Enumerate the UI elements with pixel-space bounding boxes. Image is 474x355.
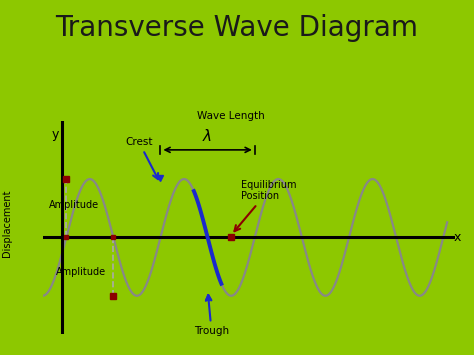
Text: Amplitude: Amplitude <box>56 267 107 277</box>
Text: λ: λ <box>203 129 212 144</box>
Text: Crest: Crest <box>125 137 158 179</box>
Text: Amplitude: Amplitude <box>48 200 99 210</box>
Text: Trough: Trough <box>194 295 229 336</box>
Text: Wave Length: Wave Length <box>197 111 265 121</box>
Text: x: x <box>454 231 461 244</box>
Text: y: y <box>52 128 59 141</box>
Text: Transverse Wave Diagram: Transverse Wave Diagram <box>55 14 419 42</box>
Text: Displacement: Displacement <box>2 190 12 257</box>
Text: Equilibrium
Position: Equilibrium Position <box>235 180 297 231</box>
